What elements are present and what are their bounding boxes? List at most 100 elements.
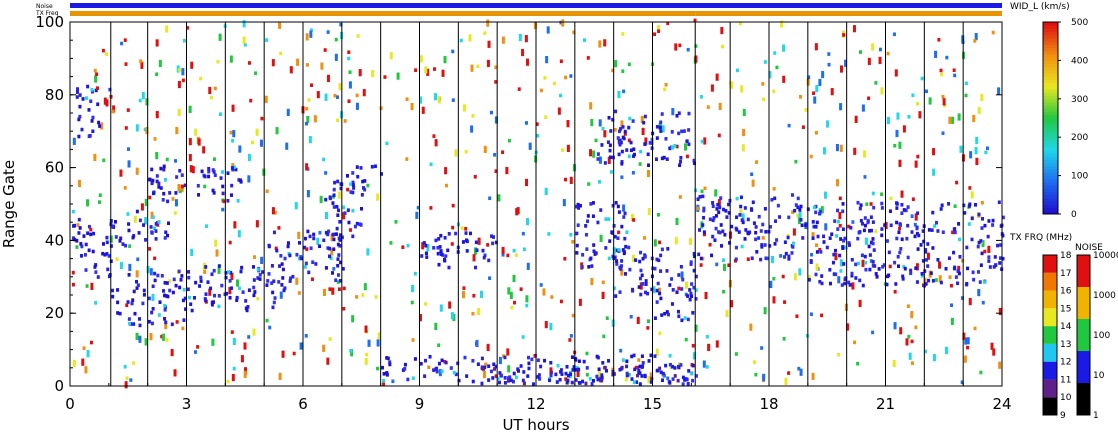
echo-cell xyxy=(243,42,247,47)
echo-cell xyxy=(886,274,890,279)
echo-cell xyxy=(118,311,122,316)
echo-cell xyxy=(265,38,269,42)
echo-cell xyxy=(230,272,234,280)
echo-cell xyxy=(687,111,691,116)
echo-cell xyxy=(991,218,995,223)
echo-cell xyxy=(783,240,787,245)
echo-cell xyxy=(77,117,81,122)
echo-cell xyxy=(133,215,137,223)
echo-cell xyxy=(309,246,313,251)
echo-cell xyxy=(298,256,302,261)
echo-cell xyxy=(836,219,840,224)
echo-cell xyxy=(991,223,995,227)
echo-cell xyxy=(689,291,693,296)
echo-cell xyxy=(242,20,246,28)
echo-cell xyxy=(641,127,645,136)
echo-cell xyxy=(304,261,308,266)
echo-cell xyxy=(985,146,989,151)
echo-cell xyxy=(902,208,906,212)
echo-cell xyxy=(296,58,300,66)
x-tick-label: 24 xyxy=(992,395,1011,413)
echo-cell xyxy=(444,167,448,175)
echo-cell xyxy=(915,280,919,284)
echo-cell xyxy=(689,237,693,245)
echo-cell xyxy=(119,236,123,241)
echo-cell xyxy=(326,357,330,365)
echo-cell xyxy=(874,272,878,276)
echo-cell xyxy=(484,362,488,367)
echo-cell xyxy=(170,322,174,327)
echo-cell xyxy=(723,232,727,237)
echo-cell xyxy=(282,288,286,293)
echo-cell xyxy=(948,116,952,124)
echo-cell xyxy=(621,135,625,140)
echo-cell xyxy=(138,323,142,328)
echo-cell xyxy=(494,169,498,173)
echo-cell xyxy=(700,189,704,194)
echo-cell xyxy=(487,40,491,48)
echo-cell xyxy=(388,362,392,367)
echo-cell xyxy=(977,240,981,245)
echo-cell xyxy=(694,297,698,301)
echo-cell xyxy=(192,296,196,300)
echo-cell xyxy=(130,301,134,306)
echo-cell xyxy=(893,289,897,294)
echo-cell xyxy=(543,358,547,363)
echo-cell xyxy=(539,88,543,93)
echo-cell xyxy=(959,145,963,153)
txfreq-colorbar-cell xyxy=(1043,308,1057,327)
echo-cell xyxy=(339,22,343,27)
echo-cell xyxy=(763,60,767,64)
echo-cell xyxy=(883,223,887,227)
echo-cell xyxy=(664,82,668,87)
echo-cell xyxy=(979,239,983,243)
echo-cell xyxy=(714,226,718,231)
echo-cell xyxy=(867,244,871,249)
echo-cell xyxy=(332,193,336,198)
width-colorbar-cell xyxy=(1043,150,1058,154)
echo-cell xyxy=(166,199,170,204)
echo-cell xyxy=(757,236,761,240)
echo-cell xyxy=(660,156,664,161)
echo-cell xyxy=(549,360,553,365)
echo-cell xyxy=(970,216,974,221)
echo-cell xyxy=(190,248,194,257)
echo-cell xyxy=(887,250,891,255)
echo-cell xyxy=(670,130,674,134)
echo-cell xyxy=(754,237,758,242)
echo-cell xyxy=(286,241,290,245)
echo-cell xyxy=(363,179,367,183)
echo-cell xyxy=(571,239,575,244)
echo-cell xyxy=(347,220,351,225)
echo-cell xyxy=(475,339,479,348)
echo-cell xyxy=(77,179,81,188)
echo-cell xyxy=(544,187,548,196)
echo-cell xyxy=(592,150,596,158)
echo-cell xyxy=(692,158,696,163)
echo-cell xyxy=(403,367,407,371)
echo-cell xyxy=(614,60,618,68)
echo-cell xyxy=(596,377,600,382)
echo-cell xyxy=(555,380,559,384)
echo-cell xyxy=(132,289,136,294)
echo-cell xyxy=(871,43,875,51)
echo-cell xyxy=(658,331,662,336)
echo-cell xyxy=(279,254,283,258)
echo-cell xyxy=(78,104,82,109)
echo-cell xyxy=(692,352,696,360)
echo-cell xyxy=(297,231,301,239)
echo-cell xyxy=(666,312,670,317)
echo-cell xyxy=(611,68,615,73)
echo-cell xyxy=(181,68,185,76)
echo-cell xyxy=(680,318,684,323)
echo-cell xyxy=(937,37,941,42)
echo-cell xyxy=(807,274,811,279)
echo-cell xyxy=(715,262,719,267)
echo-cell xyxy=(307,270,311,275)
echo-cell xyxy=(639,292,643,297)
echo-cell xyxy=(904,208,908,213)
echo-cell xyxy=(625,359,629,364)
width-colorbar-cell xyxy=(1043,44,1058,49)
echo-cell xyxy=(521,231,525,236)
